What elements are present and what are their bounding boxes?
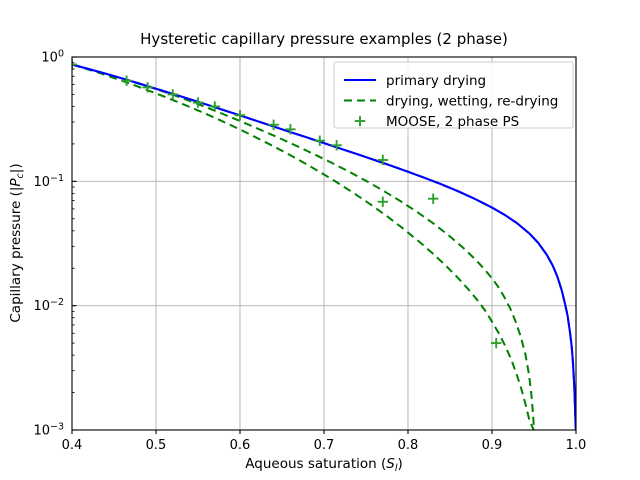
series-primary-drying [72, 63, 576, 430]
x-axis-label: Aqueous saturation (Sl) [245, 456, 402, 474]
series-branch-re-drying [72, 63, 535, 430]
x-tick-label: 0.9 [482, 438, 503, 453]
y-axis-ticks: 10−3 10−2 10−1 100 [33, 49, 77, 439]
legend-label: primary drying [386, 73, 486, 89]
x-tick-label: 0.6 [230, 438, 251, 453]
y-tick-label: 100 [41, 49, 64, 66]
x-tick-label: 1.0 [566, 438, 587, 453]
chart-legend[interactable]: primary drying drying, wetting, re-drying… [333, 61, 574, 130]
chart-title: Hysteretic capillary pressure examples (… [140, 30, 508, 48]
x-tick-label: 0.7 [314, 438, 335, 453]
y-tick-label: 10−2 [33, 297, 64, 314]
x-tick-label: 0.5 [146, 438, 167, 453]
y-axis-label: Capillary pressure (|Pc|) [8, 163, 26, 322]
legend-label: MOOSE, 2 phase PS [386, 114, 519, 130]
y-tick-label: 10−3 [33, 422, 64, 439]
x-tick-label: 0.8 [398, 438, 419, 453]
x-tick-label: 0.4 [62, 438, 83, 453]
legend-background [333, 61, 574, 129]
legend-label: drying, wetting, re-drying [386, 94, 558, 110]
series-moose-markers [72, 59, 502, 349]
y-tick-label: 10−1 [33, 173, 64, 190]
x-axis-ticks: 0.4 0.5 0.6 0.7 0.8 0.9 1.0 [62, 430, 587, 453]
